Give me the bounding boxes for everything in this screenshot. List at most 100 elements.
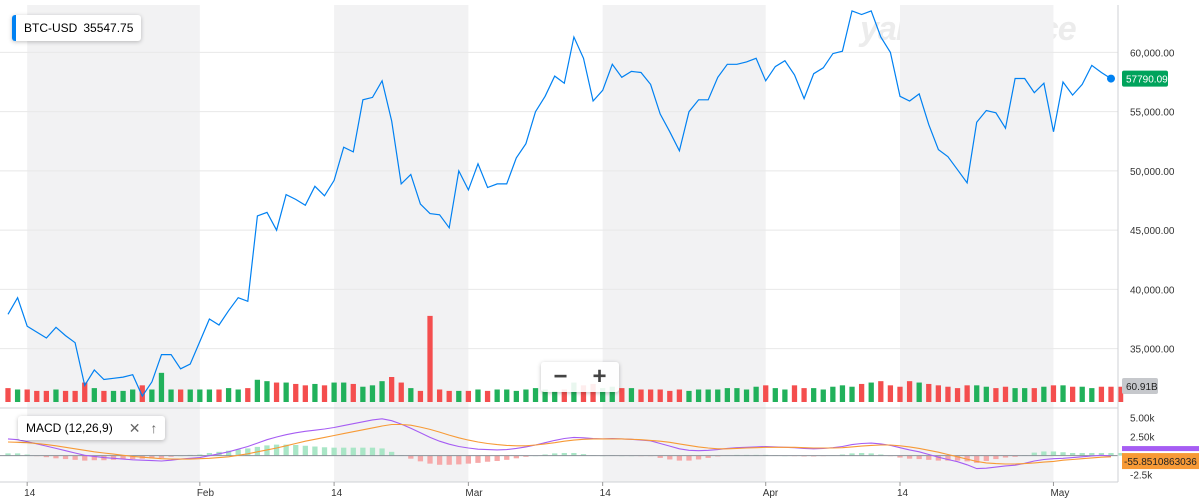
volume-bar	[360, 386, 366, 402]
volume-bar	[887, 385, 894, 402]
volume-bar	[820, 389, 826, 402]
volume-bar	[149, 389, 155, 402]
volume-bar	[456, 390, 462, 402]
macd-histogram-bar	[494, 455, 500, 461]
volume-bar	[609, 386, 615, 402]
macd-histogram-bar	[916, 455, 922, 460]
macd-histogram-bar	[427, 455, 433, 464]
macd-histogram-bar	[542, 454, 548, 456]
macd-histogram-bar	[954, 455, 961, 461]
macd-histogram-bar	[302, 445, 308, 456]
volume-bar	[82, 382, 88, 402]
volume-bar	[321, 385, 328, 402]
macd-histogram-bar	[465, 455, 472, 464]
volume-bar	[878, 381, 884, 402]
volume-bar	[264, 381, 270, 402]
macd-histogram-bar	[974, 455, 980, 463]
price-line	[7, 10, 1112, 398]
x-tick-label: May	[1050, 488, 1069, 499]
last-price-label: 57790.09	[1126, 75, 1168, 86]
volume-bar	[705, 389, 711, 402]
macd-histogram-bar	[43, 455, 50, 458]
arrow-up-icon[interactable]: ↑	[150, 419, 158, 436]
volume-bar	[110, 390, 117, 402]
y-tick-label: 45,000.00	[1130, 226, 1175, 237]
macd-histogram-bar	[906, 455, 913, 459]
macd-histogram-bar	[1079, 452, 1085, 456]
volume-bar	[1098, 386, 1105, 402]
volume-bar	[628, 388, 635, 402]
volume-bar	[763, 385, 769, 402]
macd-histogram-bar	[456, 455, 462, 465]
month-band	[602, 5, 766, 482]
volume-bar	[139, 385, 145, 402]
volume-bar	[964, 385, 970, 402]
volume-bar	[293, 383, 299, 402]
macd-histogram-bar	[676, 455, 683, 461]
volume-bar	[993, 388, 999, 402]
volume-bar	[906, 381, 913, 402]
macd-legend[interactable]: MACD (12,26,9) ✕ ↑	[18, 416, 166, 440]
volume-bar	[638, 389, 644, 402]
macd-line	[7, 418, 1112, 470]
volume-bar	[935, 385, 941, 402]
macd-histogram-bar	[273, 444, 280, 456]
volume-bar	[657, 389, 663, 402]
volume-bar	[600, 388, 606, 402]
macd-histogram-bar	[408, 455, 414, 459]
x-tick-label: 14	[24, 488, 36, 499]
volume-bar	[235, 389, 241, 402]
volume-bar	[427, 315, 433, 402]
macd-tick-label: -2.5k	[1130, 471, 1153, 482]
macd-histogram-bar	[436, 455, 443, 465]
zoom-controls: − +	[541, 362, 619, 392]
volume-bar	[379, 381, 385, 402]
volume-bar	[830, 386, 836, 402]
volume-bar	[1041, 386, 1047, 402]
volume-bar	[312, 383, 318, 402]
volume-bar	[897, 386, 903, 402]
y-tick-label: 35,000.00	[1130, 345, 1175, 356]
volume-bar	[206, 389, 213, 402]
zoom-in-button[interactable]: +	[592, 363, 607, 390]
volume-bar	[369, 385, 376, 402]
volume-bar	[839, 385, 846, 402]
y-tick-label: 55,000.00	[1130, 108, 1175, 119]
macd-histogram-bar	[331, 447, 337, 456]
macd-histogram-bar	[235, 449, 241, 456]
macd-histogram-bar	[321, 447, 328, 456]
macd-tick-label: 5.00k	[1130, 414, 1155, 425]
volume-bar	[341, 382, 347, 402]
volume-bar	[926, 383, 932, 402]
volume-bar	[619, 388, 625, 402]
volume-bar	[945, 386, 951, 402]
price-line-layer	[7, 10, 1115, 398]
close-icon[interactable]: ✕	[128, 419, 141, 436]
macd-histogram-bar	[657, 455, 663, 458]
volume-bar	[245, 388, 251, 402]
price-legend[interactable]: BTC-USD 35547.75	[12, 15, 142, 41]
volume-bar	[331, 382, 337, 402]
macd-label: MACD (12,26,9)	[26, 421, 113, 435]
volume-bar	[561, 389, 567, 402]
volume-bar	[197, 389, 203, 402]
macd-histogram-bar	[446, 455, 452, 465]
macd-histogram-bar	[1041, 451, 1047, 456]
macd-histogram-bar	[312, 446, 318, 456]
volume-bar	[1069, 386, 1076, 402]
zoom-out-button[interactable]: −	[553, 363, 568, 390]
volume-bar	[283, 382, 289, 402]
macd-histogram-bar	[149, 455, 155, 459]
volume-bar	[667, 390, 673, 402]
macd-histogram-bar	[858, 452, 865, 456]
volume-bar	[811, 388, 817, 402]
volume-bar	[417, 390, 424, 402]
macd-histogram-bar	[552, 453, 558, 456]
volume-bar	[178, 389, 184, 402]
macd-histogram-bar	[130, 455, 136, 460]
volume-bar	[571, 382, 577, 402]
macd-histogram-bar	[484, 455, 491, 462]
macd-histogram-bar	[705, 455, 711, 458]
volume-bar	[446, 390, 452, 402]
